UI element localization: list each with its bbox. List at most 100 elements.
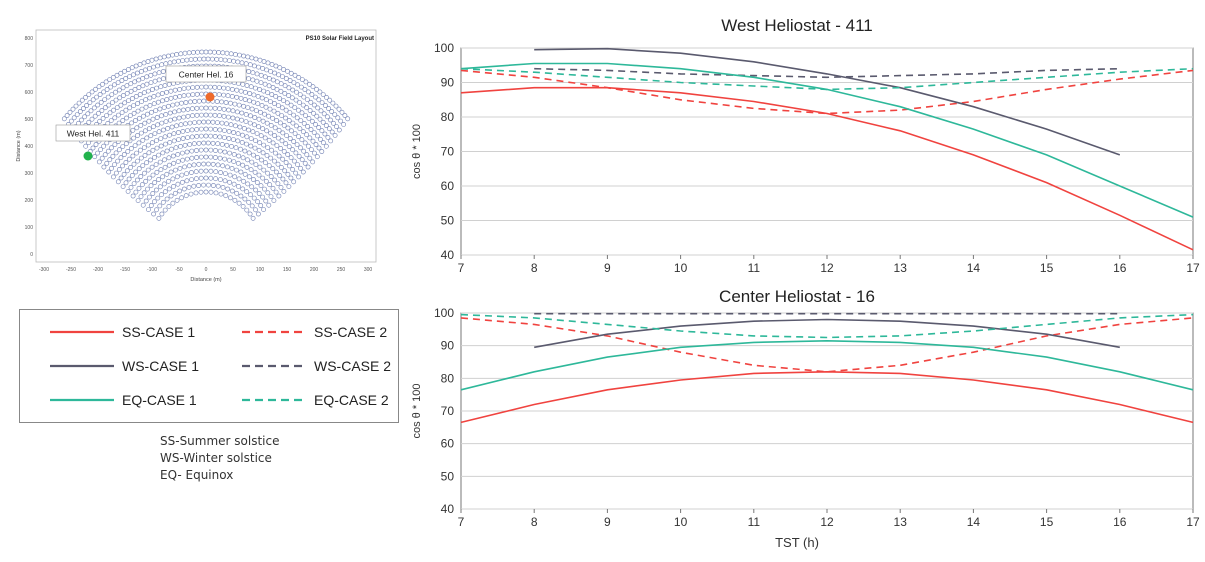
heliostat-dot <box>255 94 261 99</box>
heliostat-dot <box>256 124 261 130</box>
heliostat-dot <box>98 99 104 105</box>
heliostat-dot <box>144 111 150 117</box>
annotation-box <box>55 124 131 142</box>
heliostat-dot <box>291 179 297 185</box>
heliostat-dot <box>289 128 294 134</box>
heliostat-dot <box>146 66 152 71</box>
heliostat-dot <box>96 110 101 116</box>
heliostat-dot <box>311 130 317 135</box>
heliostat-dot <box>246 150 252 156</box>
heliostat-dot <box>113 150 119 156</box>
heliostat-dot <box>266 202 272 208</box>
heliostat-dot <box>332 133 338 138</box>
heliostat-dot <box>329 109 335 114</box>
heliostat-dot <box>167 110 173 116</box>
heliostat-dot <box>136 77 142 83</box>
x-tick-label: 10 <box>674 515 688 529</box>
heliostat-dot <box>293 150 299 156</box>
heliostat-dot <box>300 102 306 108</box>
heliostat-dot <box>141 190 147 196</box>
heliostat-dot <box>156 129 162 135</box>
heliostat-dot <box>271 198 277 203</box>
heliostat-dot <box>258 133 264 139</box>
heliostat-dot <box>215 183 221 189</box>
heliostat-dot <box>264 152 270 158</box>
heliostat-dot <box>217 155 223 161</box>
heliostat-dot <box>159 91 165 96</box>
series-line-ss-case 2 <box>460 317 1194 373</box>
heliostat-dot <box>303 113 308 118</box>
y-tick-label: 70 <box>441 145 455 159</box>
heliostat-dot <box>286 118 292 123</box>
heliostat-dot <box>276 127 282 133</box>
field-x-tick-label: -100 <box>147 267 157 273</box>
y-tick-label: 90 <box>441 339 455 353</box>
heliostat-dot <box>253 138 258 143</box>
heliostat-dot <box>96 84 102 90</box>
heliostat-dot <box>138 123 144 128</box>
heliostat-dot <box>259 95 265 101</box>
heliostat-dot <box>250 77 256 83</box>
series-line-ss-case 1 <box>460 86 1194 251</box>
series-line-ss-case 1 <box>460 370 1194 424</box>
heliostat-dot <box>254 180 260 185</box>
heliostat-dot <box>176 137 181 142</box>
heliostat-dot <box>100 81 105 87</box>
field-x-tick-label: -300 <box>39 267 49 273</box>
heliostat-dot <box>170 102 176 108</box>
heliostat-dot <box>83 143 89 149</box>
heliostat-dot <box>150 172 156 178</box>
heliostat-dot <box>241 178 246 184</box>
heliostat-dot <box>120 163 125 169</box>
field-x-tick-label: -250 <box>66 267 76 273</box>
heliostat-dot <box>191 183 197 189</box>
heliostat-dot <box>189 148 195 154</box>
heliostat-dot <box>260 126 266 132</box>
heliostat-dot <box>115 80 121 85</box>
heliostat-dot <box>231 151 237 157</box>
heliostat-dot <box>125 148 131 154</box>
heliostat-dot <box>175 159 181 164</box>
heliostat-dot <box>245 105 251 110</box>
heliostat-dot <box>212 127 218 132</box>
x-tick-label: 8 <box>531 515 538 529</box>
heliostat-dot <box>203 112 209 118</box>
heliostat-dot <box>157 184 163 190</box>
heliostat-dot <box>242 89 248 95</box>
heliostat-dot <box>223 193 229 199</box>
heliostat-dot <box>99 155 105 161</box>
heliostat-dot <box>148 80 154 85</box>
heliostat-dot <box>143 97 149 103</box>
field-x-tick-label: 150 <box>283 267 292 273</box>
heliostat-dot <box>257 87 262 92</box>
heliostat-dot <box>156 70 162 76</box>
heliostat-dot <box>203 126 209 132</box>
heliostat-dot <box>247 91 253 96</box>
heliostat-dot <box>258 203 264 208</box>
field-x-tick-label: -50 <box>175 267 182 273</box>
heliostat-dot <box>234 109 240 115</box>
heliostat-dot <box>280 130 286 136</box>
heliostat-dot <box>244 189 250 195</box>
heliostat-dot <box>262 111 267 117</box>
heliostat-dot <box>133 169 139 175</box>
legend-label: WS-CASE 2 <box>314 358 391 374</box>
heliostat-dot <box>246 199 252 205</box>
heliostat-dot <box>150 116 156 122</box>
heliostat-dot <box>237 124 243 130</box>
heliostat-dot <box>222 178 228 184</box>
heliostat-dot <box>267 182 273 188</box>
heliostat-dot <box>244 164 250 170</box>
heliostat-dot <box>217 177 223 182</box>
heliostat-dot <box>145 186 150 192</box>
heliostat-dot <box>184 156 190 162</box>
heliostat-dot <box>277 65 283 71</box>
heliostat-dot <box>160 98 165 104</box>
heliostat-dot <box>144 160 149 166</box>
heliostat-dot <box>134 150 140 156</box>
heliostat-dot <box>145 142 151 148</box>
heliostat-dot <box>245 157 250 163</box>
heliostat-dot <box>246 127 251 133</box>
heliostat-dot <box>308 147 314 153</box>
heliostat-dot <box>86 119 92 125</box>
